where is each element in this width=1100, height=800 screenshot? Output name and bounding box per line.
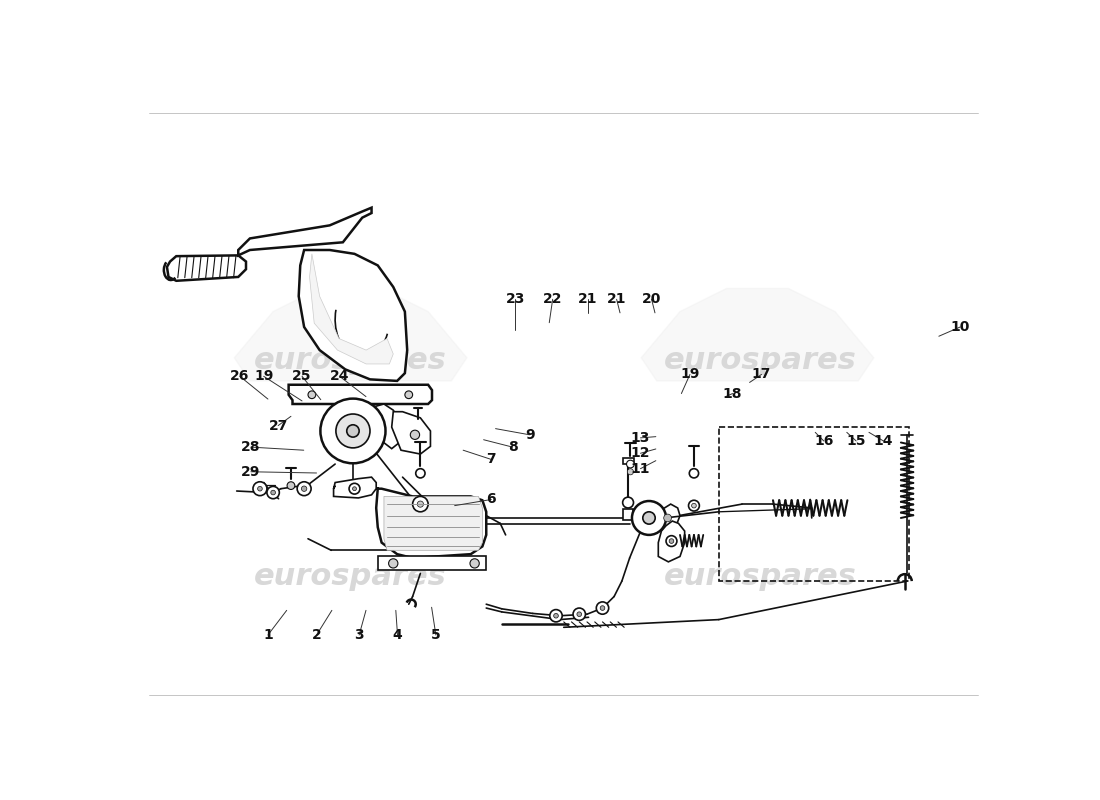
Bar (718, 427, 909, 581)
Circle shape (412, 496, 428, 512)
Text: 7: 7 (486, 453, 496, 466)
Circle shape (405, 391, 412, 398)
Circle shape (669, 538, 674, 543)
Polygon shape (333, 477, 376, 498)
Circle shape (432, 512, 444, 524)
Text: 18: 18 (723, 386, 743, 401)
Circle shape (601, 606, 605, 610)
Circle shape (627, 460, 635, 468)
Text: 29: 29 (241, 465, 261, 478)
Circle shape (410, 430, 419, 439)
Text: 11: 11 (630, 462, 650, 476)
Text: eurospares: eurospares (663, 562, 856, 591)
Polygon shape (658, 521, 684, 562)
Circle shape (421, 501, 455, 535)
Text: 22: 22 (543, 292, 562, 306)
Text: 1: 1 (263, 628, 273, 642)
Text: 19: 19 (680, 367, 700, 382)
Circle shape (388, 558, 398, 568)
Text: 2: 2 (311, 628, 321, 642)
Text: 14: 14 (873, 434, 893, 448)
Circle shape (353, 486, 356, 490)
Text: 13: 13 (630, 431, 650, 445)
Circle shape (596, 602, 608, 614)
Bar (624, 509, 632, 519)
Circle shape (576, 612, 582, 617)
Text: eurospares: eurospares (254, 346, 447, 375)
Circle shape (553, 614, 559, 618)
Polygon shape (656, 504, 680, 529)
Circle shape (692, 503, 696, 508)
Text: 3: 3 (354, 628, 364, 642)
Circle shape (346, 425, 359, 437)
Text: 27: 27 (268, 418, 288, 433)
Text: 21: 21 (607, 292, 626, 306)
Polygon shape (167, 255, 246, 281)
Circle shape (642, 512, 656, 524)
Text: 5: 5 (431, 628, 441, 642)
Circle shape (416, 469, 425, 478)
Text: 28: 28 (241, 440, 261, 454)
Circle shape (573, 608, 585, 620)
Text: 4: 4 (393, 628, 403, 642)
Polygon shape (234, 289, 466, 381)
Circle shape (470, 558, 480, 568)
Polygon shape (641, 289, 873, 381)
Text: eurospares: eurospares (254, 562, 447, 591)
Polygon shape (370, 404, 402, 449)
Circle shape (336, 414, 370, 448)
Circle shape (308, 391, 316, 398)
Text: 12: 12 (630, 446, 650, 460)
Circle shape (271, 490, 275, 495)
Circle shape (320, 398, 385, 463)
Text: eurospares: eurospares (663, 346, 856, 375)
Polygon shape (299, 250, 407, 381)
Bar (623, 458, 634, 464)
Circle shape (257, 486, 262, 491)
Text: 25: 25 (293, 370, 311, 383)
Text: 20: 20 (642, 292, 661, 306)
Polygon shape (384, 496, 483, 550)
Circle shape (667, 536, 676, 546)
Polygon shape (239, 208, 372, 255)
Text: 23: 23 (506, 292, 525, 306)
Circle shape (301, 486, 307, 491)
Text: 15: 15 (846, 434, 866, 448)
Circle shape (627, 469, 634, 475)
Circle shape (623, 497, 634, 508)
Circle shape (297, 482, 311, 496)
Circle shape (287, 482, 295, 490)
Text: 19: 19 (254, 370, 274, 383)
Polygon shape (376, 489, 486, 558)
Text: 6: 6 (486, 493, 496, 506)
Text: 10: 10 (950, 320, 970, 334)
Polygon shape (392, 412, 430, 454)
Polygon shape (309, 254, 394, 364)
Text: 21: 21 (578, 292, 597, 306)
Text: 9: 9 (525, 428, 535, 442)
Circle shape (267, 486, 279, 498)
Text: 8: 8 (508, 440, 517, 454)
Text: 26: 26 (230, 370, 250, 383)
Circle shape (631, 501, 666, 535)
Circle shape (689, 500, 700, 511)
Bar (377, 557, 486, 570)
Polygon shape (288, 385, 432, 404)
Circle shape (550, 610, 562, 622)
Circle shape (417, 501, 424, 507)
Text: 16: 16 (814, 434, 834, 448)
Circle shape (690, 469, 698, 478)
Circle shape (349, 483, 360, 494)
Text: 24: 24 (330, 370, 350, 383)
Circle shape (663, 514, 671, 522)
Text: 17: 17 (751, 367, 771, 382)
Circle shape (253, 482, 267, 496)
